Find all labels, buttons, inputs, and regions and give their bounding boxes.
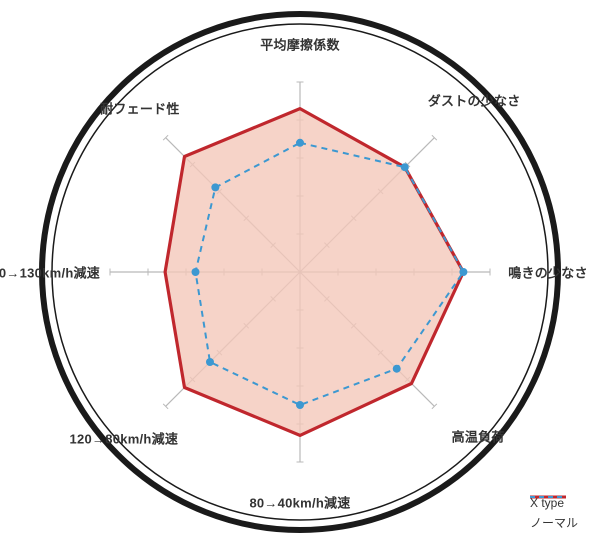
legend-item: ノーマル [530,514,578,531]
axis-label: 平均摩擦係数 [260,35,340,54]
legend: X typeノーマル [530,492,578,531]
axis-label: ダストの少なさ [428,90,521,109]
radar-chart-stage: 平均摩擦係数ダストの少なさ鳴きの少なさ高温負荷 80→40km/h減速 120→80… [0,0,600,543]
axis-label: 120→80km/h減速 [70,429,179,448]
axis-label: 耐フェード性 [100,98,180,117]
legend-label: ノーマル [530,514,578,531]
axis-label: 高温負荷 [452,427,505,446]
legend-swatch [530,492,566,502]
axis-label: 鳴きの少なさ [508,263,588,282]
axis-label: 80→40km/h減速 [249,493,350,512]
axis-label: 160→130km/h減速 [0,263,100,282]
